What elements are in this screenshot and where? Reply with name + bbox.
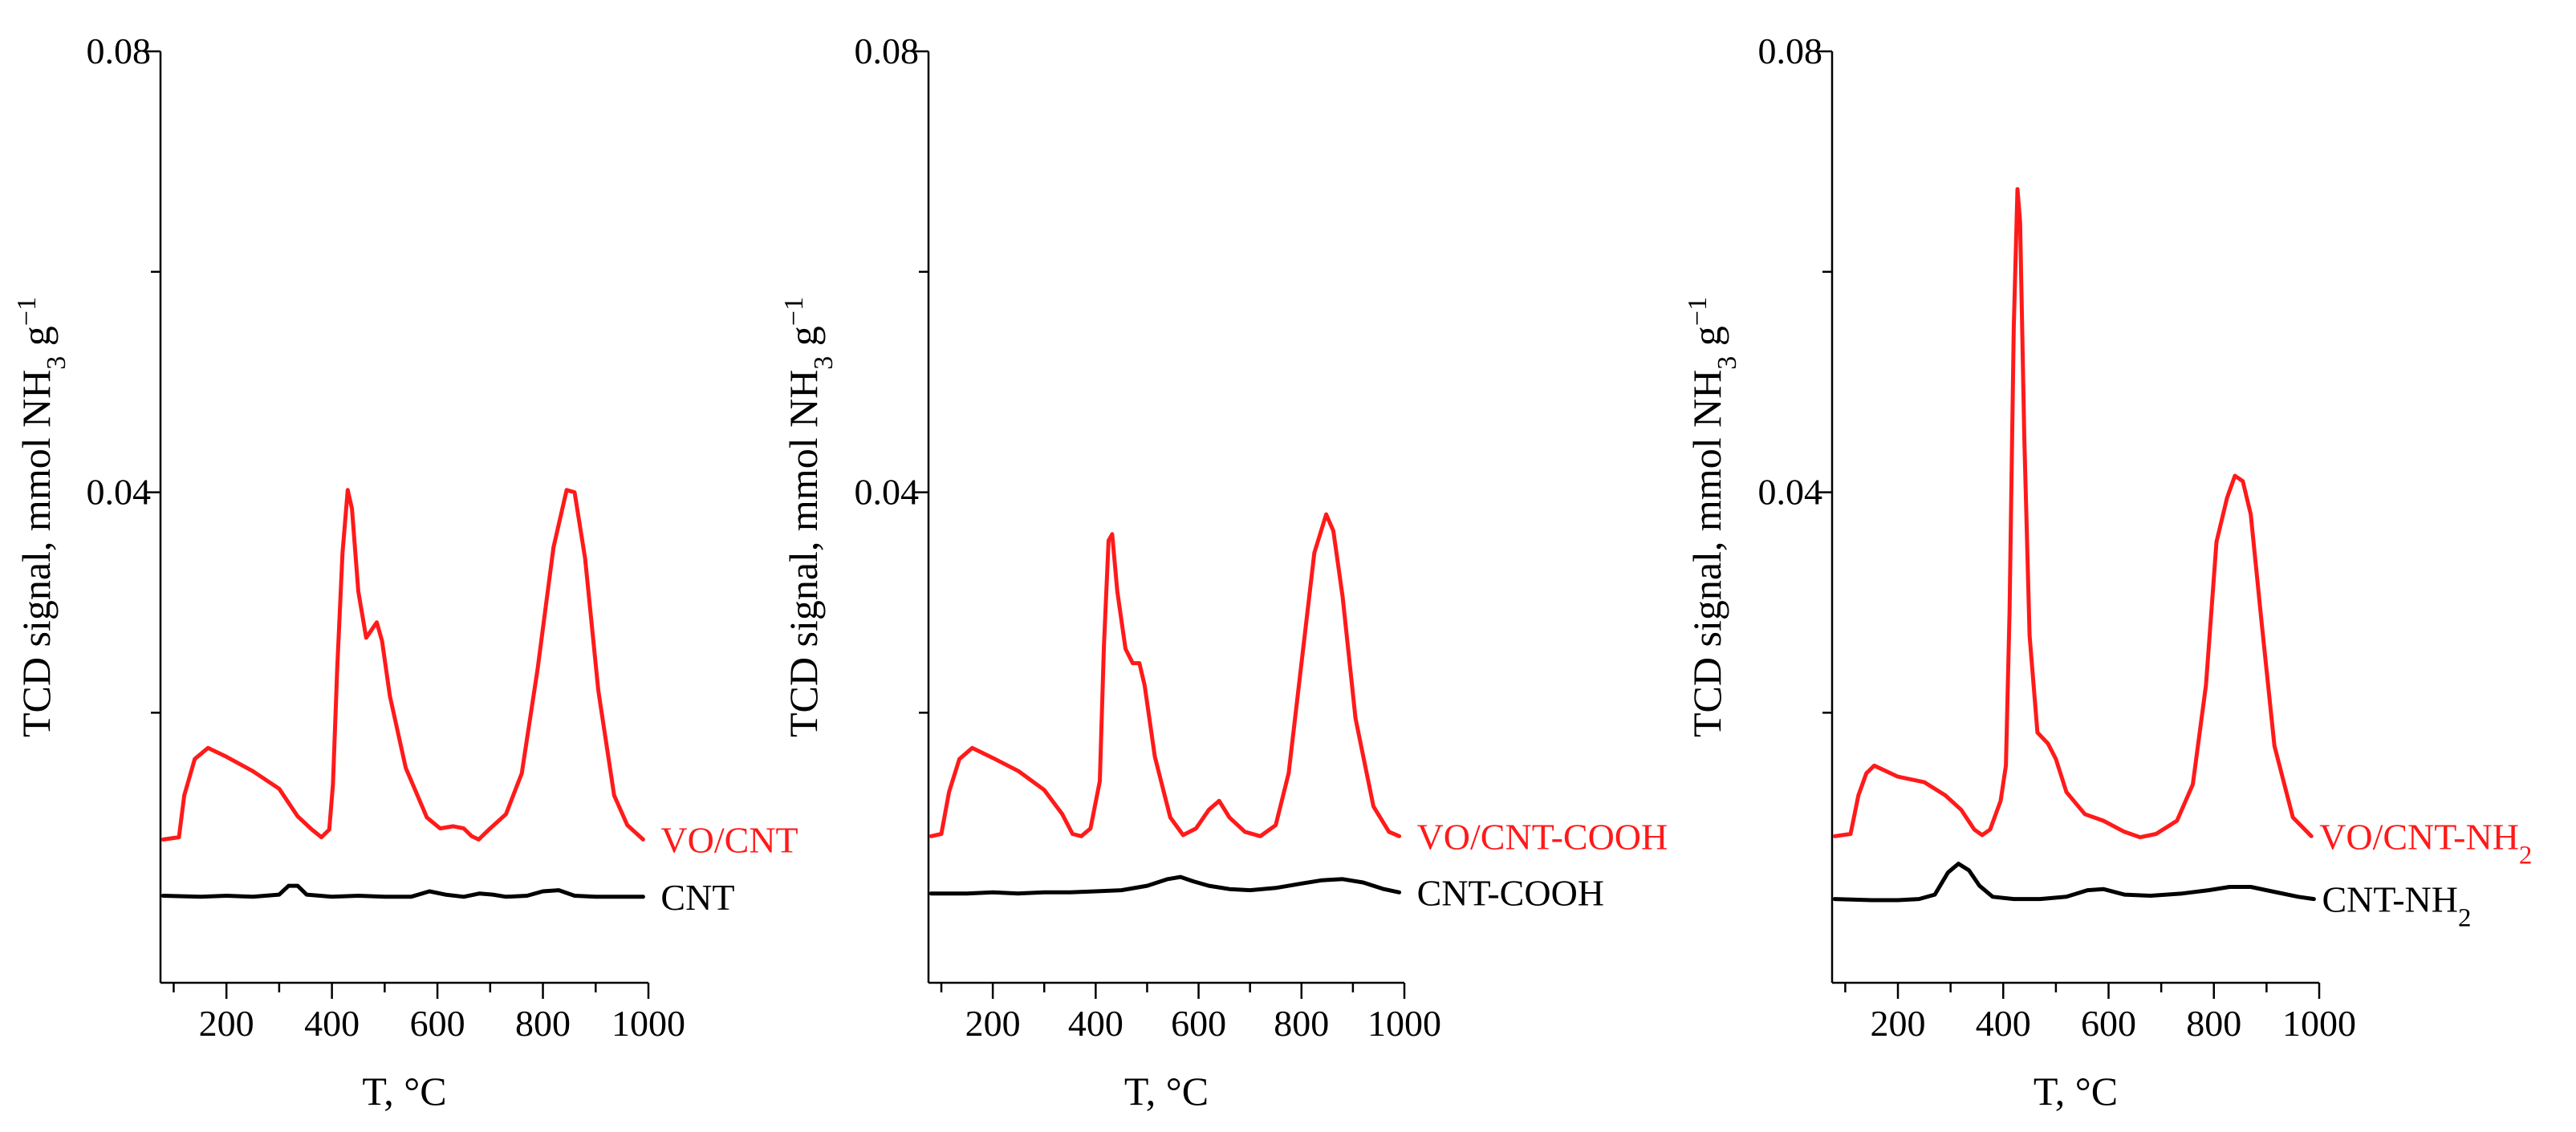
series-line-support	[160, 883, 645, 899]
x-tick-label: 1000	[611, 1003, 685, 1044]
x-tick-label: 600	[2081, 1003, 2136, 1044]
y-tick-label: 0.04	[87, 472, 152, 513]
x-tick-label: 1000	[2282, 1003, 2356, 1044]
x-tick-label: 600	[1171, 1003, 1226, 1044]
chart-panel-middle: 200 400 600 800 1000 0.04 0.08 T, °C TCD signal,…	[779, 30, 1668, 1114]
x-tick-label: 800	[2186, 1003, 2241, 1044]
x-tick-label: 200	[1871, 1003, 1926, 1044]
x-tick-label: 200	[199, 1003, 254, 1044]
series-label: VO/CNT-COOH	[1417, 816, 1668, 857]
x-tick-label: 800	[1274, 1003, 1329, 1044]
series-line-vo	[928, 512, 1402, 838]
series-label: VO/CNT-NH2	[2319, 816, 2532, 870]
series-label: CNT-COOH	[1417, 872, 1604, 913]
x-axis-title: T, °C	[2034, 1069, 2118, 1114]
chart-panel-left: 200 400 600 800 1000 0.04 0.08 T, °C TCD signal,…	[12, 30, 798, 1114]
x-tick-label: 400	[1976, 1003, 2031, 1044]
series-line-vo	[160, 488, 645, 842]
x-tick-label: 800	[515, 1003, 571, 1044]
x-tick-label: 200	[965, 1003, 1021, 1044]
y-tick-label: 0.04	[1758, 472, 1823, 513]
x-axis-title: T, °C	[1124, 1069, 1209, 1114]
x-tick-label: 400	[304, 1003, 360, 1044]
series-label: CNT-NH2	[2322, 879, 2471, 933]
y-tick-label: 0.04	[855, 472, 920, 513]
chart-panel-right: 200 400 600 800 1000 0.04 0.08 T, °C TCD signal,…	[1683, 30, 2533, 1114]
series-line-support	[928, 874, 1402, 896]
y-axis-title: TCD signal, mmol NH3 g−1	[1683, 297, 1742, 737]
x-tick-label: 600	[410, 1003, 465, 1044]
y-axis-title: TCD signal, mmol NH3 g−1	[779, 297, 839, 737]
x-tick-label: 400	[1068, 1003, 1123, 1044]
y-tick-label: 0.08	[855, 30, 920, 71]
y-tick-label: 0.08	[1758, 30, 1823, 71]
series-label: CNT	[660, 877, 734, 918]
y-axis-title: TCD signal, mmol NH3 g−1	[12, 297, 71, 737]
series-line-vo	[1832, 187, 2314, 840]
y-tick-label: 0.08	[87, 30, 152, 71]
series-line-support	[1832, 862, 2316, 903]
x-axis-title: T, °C	[362, 1069, 446, 1114]
x-tick-label: 1000	[1367, 1003, 1441, 1044]
series-label: VO/CNT	[660, 819, 798, 860]
